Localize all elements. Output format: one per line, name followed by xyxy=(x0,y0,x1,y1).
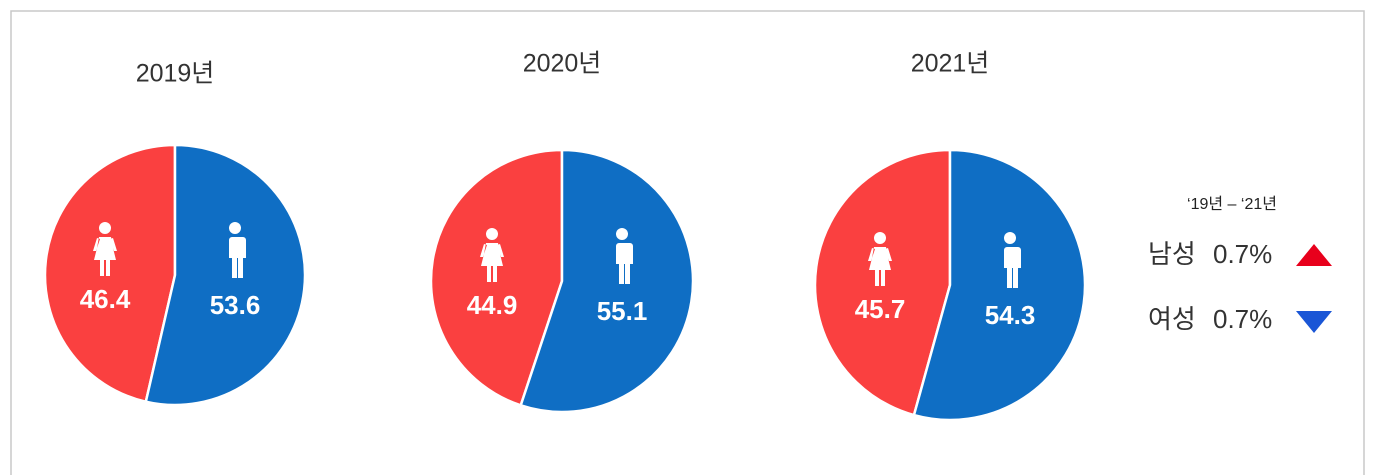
data-label: 46.4 xyxy=(80,284,131,314)
female-icon-body xyxy=(93,237,117,276)
up-arrow xyxy=(1296,244,1332,266)
pie-slice xyxy=(144,143,307,407)
male-icon-body xyxy=(614,243,633,284)
male-icon-body xyxy=(1002,247,1021,288)
pie-slice xyxy=(912,148,1087,422)
male-icon-head xyxy=(229,222,241,234)
female-icon-head xyxy=(486,228,498,240)
female-icon-head xyxy=(99,222,111,234)
pie-slice xyxy=(519,148,695,414)
female-icon-body xyxy=(868,247,892,286)
data-label: 45.7 xyxy=(855,294,906,324)
icons xyxy=(93,222,246,278)
summary-label: 남성 xyxy=(1148,239,1196,269)
chart-title: 2021년 xyxy=(911,50,990,78)
male-icon-head xyxy=(616,228,628,240)
icons xyxy=(480,228,633,284)
summary-value: 0.7% xyxy=(1213,304,1272,334)
male-icon-body xyxy=(227,237,246,278)
down-arrow xyxy=(1296,311,1332,333)
data-label: 44.9 xyxy=(467,290,518,320)
pie-slice xyxy=(43,143,177,404)
summary-title: ‘19년 – ‘21년 xyxy=(1187,195,1277,213)
female-icon-body xyxy=(480,243,504,282)
chart-title: 2019년 xyxy=(136,60,215,88)
chart-title: 2020년 xyxy=(523,50,602,78)
data-label: 53.6 xyxy=(210,290,261,320)
male-icon-head xyxy=(1004,232,1016,244)
data-label: 54.3 xyxy=(985,300,1036,330)
female-icon-head xyxy=(874,232,886,244)
data-label: 55.1 xyxy=(597,296,648,326)
summary-value: 0.7% xyxy=(1213,239,1272,269)
icons xyxy=(868,232,1021,288)
frame xyxy=(10,10,1365,475)
summary-label: 여성 xyxy=(1148,304,1196,334)
